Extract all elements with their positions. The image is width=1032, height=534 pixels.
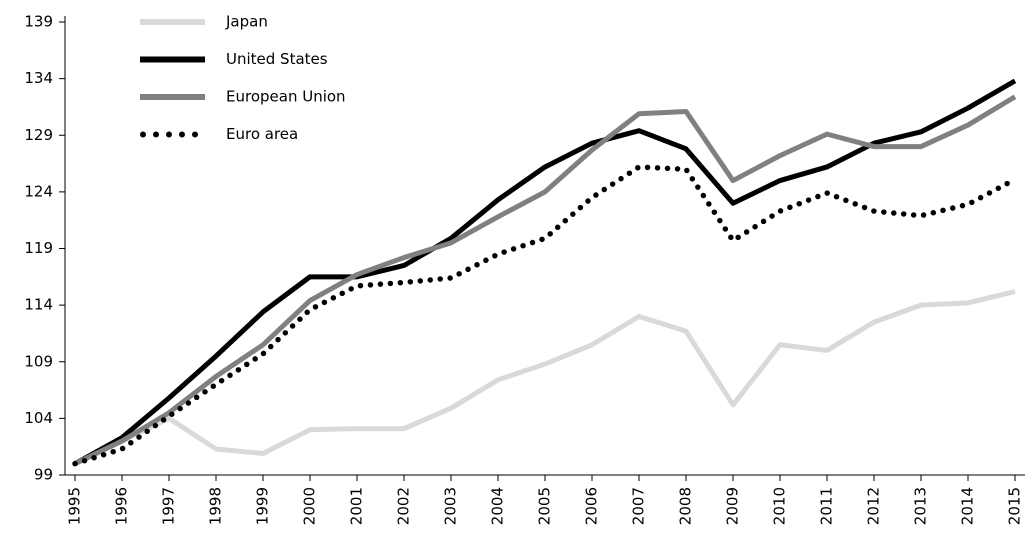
series-line [73,289,1016,466]
x-tick-label: 2011 [818,487,836,525]
x-tick-label: 2008 [677,487,695,525]
x-tick-label: 2004 [489,487,507,525]
series-line [73,94,1017,466]
y-tick-label: 124 [24,182,53,200]
x-tick-label: 2012 [865,487,883,525]
y-tick-label: 134 [24,69,53,87]
x-tick-label: 2010 [771,487,789,525]
y-tick-label: 129 [24,126,53,144]
legend-label: United States [226,50,328,68]
x-tick-label: 1996 [113,487,131,525]
x-tick-label: 1999 [254,487,272,525]
x-tick-label: 2001 [348,487,366,525]
y-tick-label: 99 [34,466,53,484]
y-tick-label: 104 [24,409,53,427]
x-tick-label: 2002 [395,487,413,525]
y-tick-label: 114 [24,296,53,314]
x-tick-label: 2013 [912,487,930,525]
x-tick-label: 1995 [66,487,84,525]
x-tick-label: 2006 [583,487,601,525]
x-tick-label: 1997 [160,487,178,525]
series-line [72,164,1018,467]
x-tick-label: 1998 [207,487,225,525]
legend-label: Japan [225,13,268,31]
x-tick-label: 2009 [724,487,742,525]
y-tick-label: 139 [24,13,53,31]
legend-label: European Union [226,88,346,106]
x-tick-label: 2014 [959,487,977,525]
x-tick-label: 2015 [1006,487,1024,525]
x-tick-label: 2000 [301,487,319,525]
series-line [73,78,1017,466]
legend-label: Euro area [226,125,298,143]
y-tick-label: 119 [24,239,53,257]
x-tick-label: 2003 [442,487,460,525]
y-tick-label: 109 [24,352,53,370]
x-tick-label: 2005 [536,487,554,525]
x-tick-label: 2007 [630,487,648,525]
